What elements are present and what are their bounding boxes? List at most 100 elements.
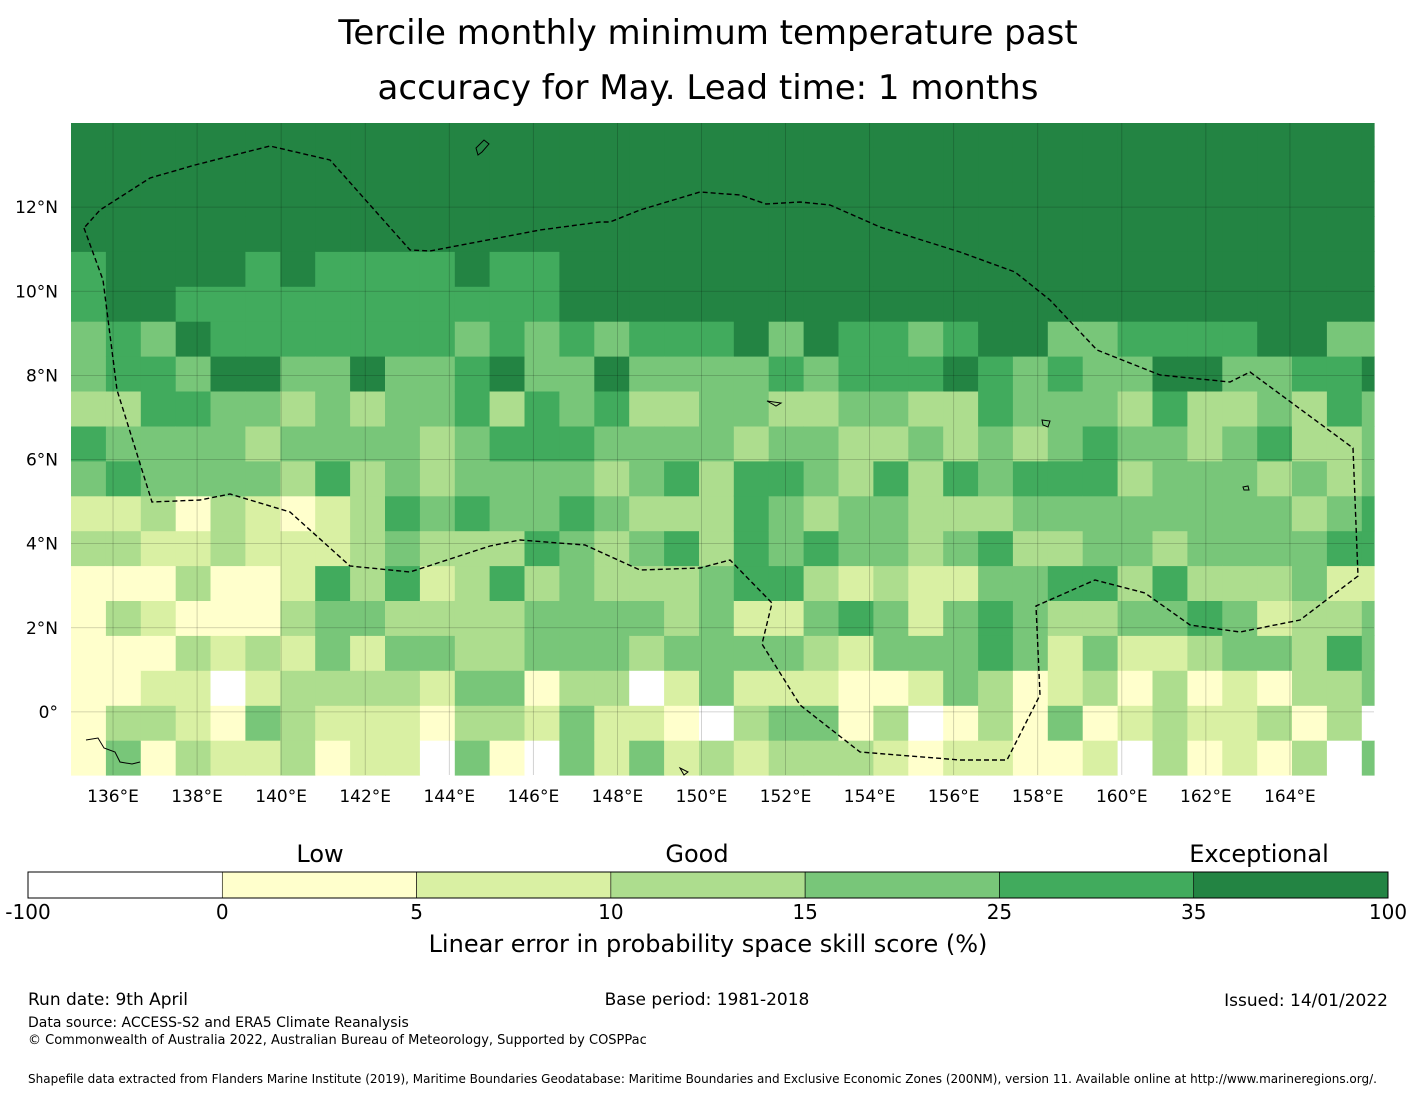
grid-cell (908, 391, 944, 427)
grid-cell (664, 565, 700, 601)
grid-cell (664, 391, 700, 427)
grid-cell (978, 146, 1014, 183)
grid-cell (1117, 600, 1154, 636)
grid-cell (140, 146, 177, 183)
grid-cell (664, 460, 700, 497)
grid-cell (524, 181, 560, 217)
grid-cell (71, 216, 107, 252)
grid-cell (245, 181, 281, 217)
grid-cell (315, 600, 351, 636)
grid-cell (629, 425, 665, 462)
grid-cell (1222, 495, 1258, 532)
grid-cell (803, 740, 840, 776)
grid-cell (1152, 600, 1188, 636)
grid-cell (1012, 530, 1049, 567)
grid-cell (105, 670, 142, 706)
grid-cell (140, 216, 177, 252)
grid-cell (1082, 356, 1119, 392)
grid-cell (768, 670, 805, 706)
grid-cell (524, 123, 560, 148)
grid-cell (210, 321, 246, 357)
grid-cell (768, 460, 805, 497)
y-tick-label: 6°N (26, 451, 58, 471)
grid-cell (350, 460, 386, 497)
grid-cell (210, 123, 246, 148)
grid-cell (1187, 286, 1223, 322)
grid-cell (1222, 146, 1258, 183)
grid-cell (280, 495, 316, 532)
grid-cell (1292, 565, 1328, 601)
grid-cell (1222, 530, 1258, 567)
grid-cell (280, 635, 316, 671)
grid-cell (1257, 425, 1293, 462)
grid-cell (245, 705, 281, 741)
grid-cell (419, 670, 456, 706)
grid-cell (943, 600, 979, 636)
grid-cell (175, 740, 212, 776)
grid-cell (1326, 391, 1363, 427)
grid-cell (315, 216, 351, 252)
grid-cell (454, 356, 491, 392)
grid-cell (1257, 123, 1293, 148)
grid-cell (1047, 635, 1084, 671)
grid-cell (489, 495, 526, 532)
grid-cell (419, 146, 456, 183)
grid-cell (385, 356, 421, 392)
grid-cell (315, 321, 351, 357)
grid-cell (350, 740, 386, 776)
grid-cell (419, 251, 456, 287)
grid-cell (280, 705, 316, 741)
grid-cell (594, 425, 630, 462)
grid-cell (385, 600, 421, 636)
grid-cell (978, 635, 1014, 671)
grid-cell (699, 391, 735, 427)
grid-cell (559, 146, 595, 183)
grid-cell (1187, 635, 1223, 671)
grid-cell (315, 286, 351, 322)
grid-cell (559, 391, 595, 427)
grid-cell (175, 181, 212, 217)
grid-cell (1047, 181, 1084, 217)
grid-cell (350, 216, 386, 252)
grid-cell (454, 146, 491, 183)
grid-cell (1292, 705, 1328, 741)
grid-cell (210, 670, 246, 706)
grid-cell (1257, 216, 1293, 252)
grid-cell (105, 530, 142, 567)
grid-cell (454, 635, 491, 671)
grid-cell (978, 600, 1014, 636)
grid-cell (1082, 740, 1119, 776)
grid-cell (838, 670, 874, 706)
grid-cell (1292, 286, 1328, 322)
grid-cell (210, 286, 246, 322)
grid-cell (419, 565, 456, 601)
grid-cell (1082, 146, 1119, 183)
grid-cell (629, 251, 665, 287)
grid-cell (1292, 181, 1328, 217)
grid-cell (1187, 460, 1223, 497)
grid-cell (140, 705, 177, 741)
grid-cell (140, 565, 177, 601)
grid-cell (489, 740, 526, 776)
grid-cell (873, 740, 909, 776)
grid-cell (210, 181, 246, 217)
grid-cell (908, 321, 944, 357)
grid-cell (559, 670, 595, 706)
grid-cell (419, 181, 456, 217)
grid-cell (419, 216, 456, 252)
grid-cell (1012, 146, 1049, 183)
issued-date: Issued: 14/01/2022 (1224, 991, 1388, 1011)
grid-cell (873, 181, 909, 217)
grid-cell (350, 495, 386, 532)
grid-cell (524, 740, 560, 776)
grid-cell (768, 251, 805, 287)
grid-cell (978, 670, 1014, 706)
grid-cell (1292, 216, 1328, 252)
grid-cell (594, 286, 630, 322)
grid-cell (978, 181, 1014, 217)
grid-cell (210, 460, 246, 497)
grid-cell (559, 565, 595, 601)
grid-cell (1117, 181, 1154, 217)
grid-cell (1361, 321, 1375, 357)
island-guam (475, 139, 490, 156)
